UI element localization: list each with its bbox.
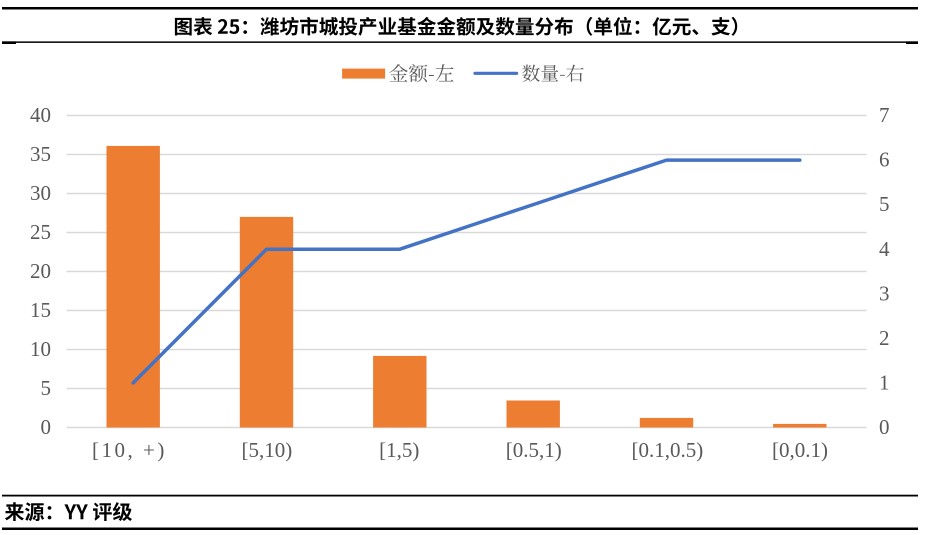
svg-text:15: 15 [30, 298, 51, 322]
svg-text:[0,0.1): [0,0.1) [772, 438, 828, 462]
svg-text:[5,10): [5,10) [242, 438, 293, 462]
svg-text:30: 30 [30, 181, 51, 205]
svg-text:3: 3 [879, 281, 890, 305]
svg-text:2: 2 [879, 326, 890, 350]
svg-text:4: 4 [879, 237, 890, 261]
svg-text:25: 25 [30, 220, 51, 244]
svg-text:[0.5,1): [0.5,1) [506, 438, 562, 462]
svg-text:40: 40 [30, 103, 51, 127]
svg-text:20: 20 [30, 259, 51, 283]
svg-text:[1,5): [1,5) [379, 438, 419, 462]
svg-text:10: 10 [30, 337, 51, 361]
svg-text:[10, +): [10, +) [92, 438, 167, 462]
svg-text:5: 5 [41, 376, 52, 400]
svg-text:5: 5 [879, 192, 890, 216]
svg-text:6: 6 [879, 148, 890, 172]
svg-text:0: 0 [879, 415, 890, 439]
svg-text:7: 7 [879, 103, 890, 127]
svg-text:0: 0 [41, 415, 52, 439]
svg-text:[0.1,0.5): [0.1,0.5) [632, 438, 704, 462]
svg-text:1: 1 [879, 371, 890, 395]
svg-text:35: 35 [30, 142, 51, 166]
